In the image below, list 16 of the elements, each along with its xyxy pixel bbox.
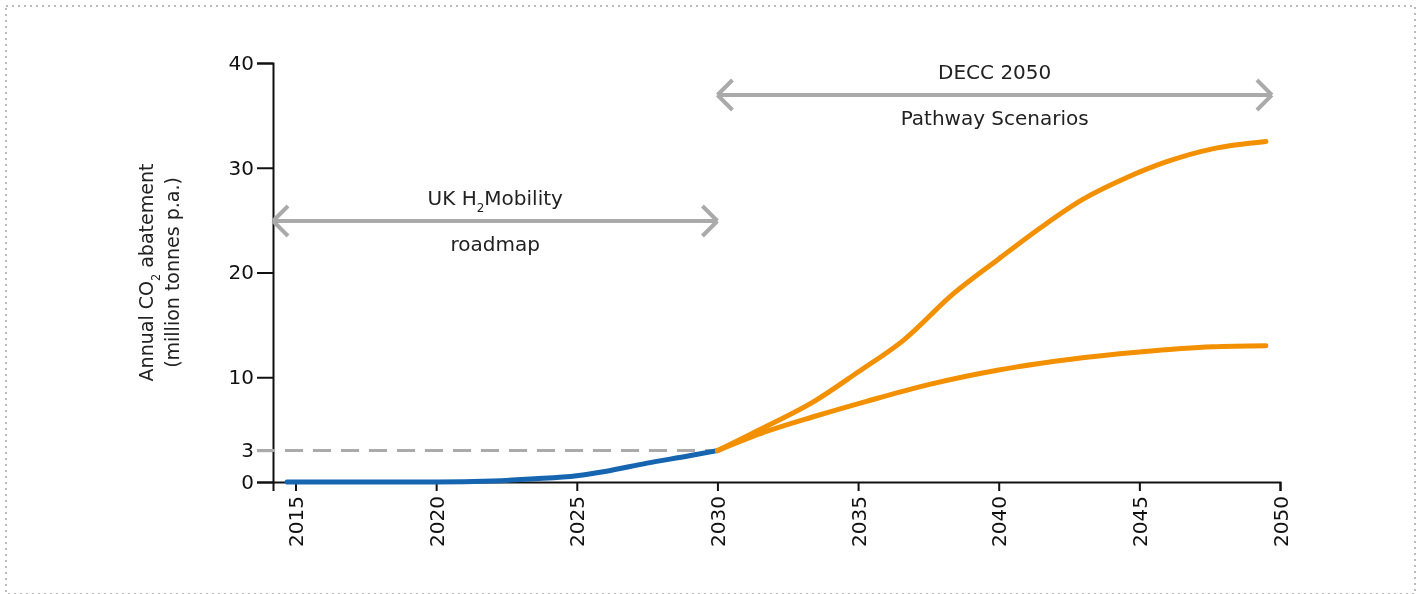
x-tick-label: 2030 [705,496,730,547]
x-tick-label: 2020 [424,496,449,547]
y-tick-label: 20 [228,260,254,285]
x-tick-label: 2035 [846,496,871,547]
y-tick-label: 40 [228,50,254,75]
x-tick-label: 2050 [1268,496,1293,547]
y-tick-label: 3 [241,438,254,463]
annotation: DECC 2050 Pathway Scenarios [900,60,1089,130]
y-tick-label: 10 [228,365,254,390]
x-tick-label: 2040 [987,496,1012,547]
x-tick-label: 2025 [565,496,590,547]
y-tick-label: 30 [228,155,254,180]
y-tick-label: 0 [241,469,254,494]
annotation: UK H$_{2}$Mobility roadmap [427,186,564,256]
x-tick-label: 2015 [284,496,308,547]
x-tick-label: 2045 [1127,496,1152,547]
